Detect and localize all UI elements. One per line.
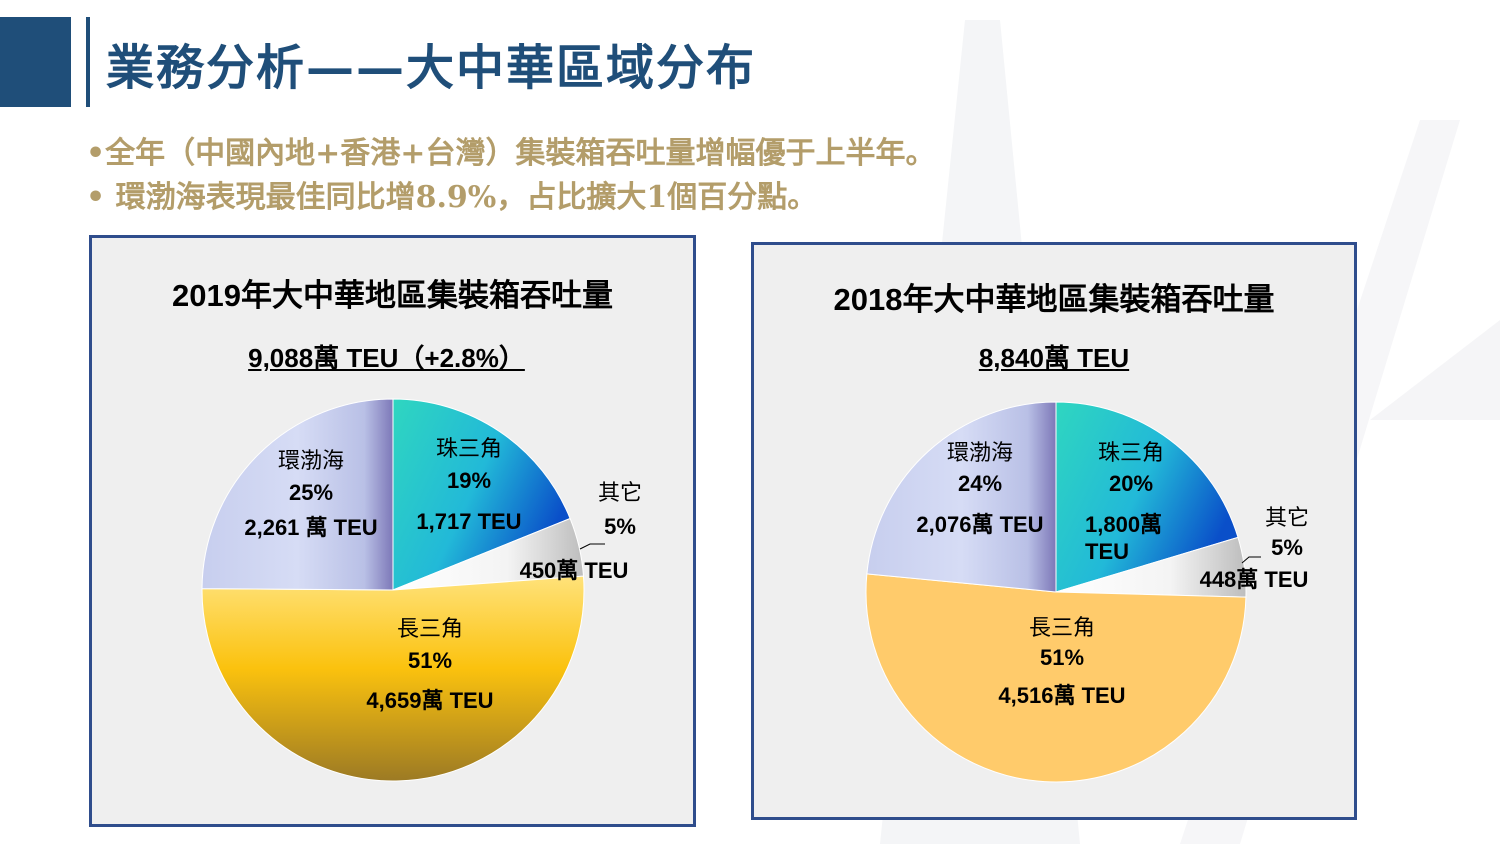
slice-value-label: 2,076萬 TEU [916, 512, 1043, 537]
chart-total: 8,840萬 TEU [978, 343, 1130, 373]
chart-total: 9,088萬 TEU（+2.8%） [248, 343, 525, 373]
pie-slice-4 [201, 398, 394, 591]
pie-slice-4 [866, 401, 1057, 593]
pie-chart-2018: 珠三角 20% 其它 5% 長三角 51% 4,516萬 TEU 環渤海 24% 2,076萬 T… [865, 401, 1309, 783]
title-accent-block [0, 17, 71, 107]
slice-value-label: 4,659萬 TEU [366, 688, 493, 713]
slice-percent: 5% [1271, 535, 1303, 560]
slice-value-label: 450萬 TEU [520, 558, 629, 583]
slice-value-label: 2,261 萬 TEU [244, 515, 377, 540]
pie-chart-2019: 珠三角 19% 1,717 TEU 其它 5% 長三角 51% 4,659萬 TEU 環渤海 25… [201, 398, 642, 782]
pie-slice-1 [392, 398, 571, 591]
slice-value-label: 4,516萬 TEU [998, 683, 1125, 708]
bullet-point-2: • 環渤海表現最佳同比增8.9%，占比擴大1個百分點。 [86, 180, 818, 215]
leader-line [579, 543, 605, 550]
title-accent-line [86, 17, 90, 107]
slice-percent: 20% [1109, 471, 1153, 496]
chart-panel-2018: 2018年大中華地區集裝箱吞吐量 8,840萬 TEU 珠三角 20% 其它 5% 長三… [751, 242, 1357, 820]
slice-value-label: 1,800萬 [1085, 512, 1162, 537]
slice-name: 長三角 [1029, 615, 1095, 640]
slice-percent: 51% [1040, 645, 1084, 670]
slice-name: 環渤海 [278, 448, 344, 473]
slice-percent: 19% [447, 468, 491, 493]
page-title: 業務分析——大中華區域分布 [106, 40, 757, 96]
slice-name: 其它 [1265, 505, 1309, 530]
leader-line [1241, 556, 1261, 564]
slice-percent: 51% [408, 648, 452, 673]
chart-title: 2018年大中華地區集裝箱吞吐量 [833, 282, 1275, 317]
slice-percent: 25% [289, 480, 333, 505]
pie-slice-3 [865, 573, 1247, 783]
slice-value-label: TEU [1085, 539, 1129, 564]
chart-title: 2019年大中華地區集裝箱吞吐量 [172, 278, 613, 313]
chart-panel-2019: 2019年大中華地區集裝箱吞吐量 9,088萬 TEU（+2.8%） 珠三角 19… [89, 235, 696, 827]
slice-name: 珠三角 [1098, 440, 1164, 465]
slice-name: 珠三角 [436, 436, 502, 461]
slice-name: 長三角 [397, 616, 463, 641]
pie-slice-3 [201, 575, 585, 782]
pie-slice-1 [1055, 401, 1239, 593]
slice-name: 環渤海 [947, 440, 1013, 465]
bullet-point-1: •全年（中國內地+香港+台灣）集裝箱吞吐量增幅優于上半年。 [86, 136, 936, 171]
slice-percent: 5% [604, 514, 636, 539]
slice-percent: 24% [958, 471, 1002, 496]
slice-name: 其它 [598, 480, 642, 505]
slice-value-label: 448萬 TEU [1200, 567, 1309, 592]
slice-value-label: 1,717 TEU [416, 509, 521, 534]
